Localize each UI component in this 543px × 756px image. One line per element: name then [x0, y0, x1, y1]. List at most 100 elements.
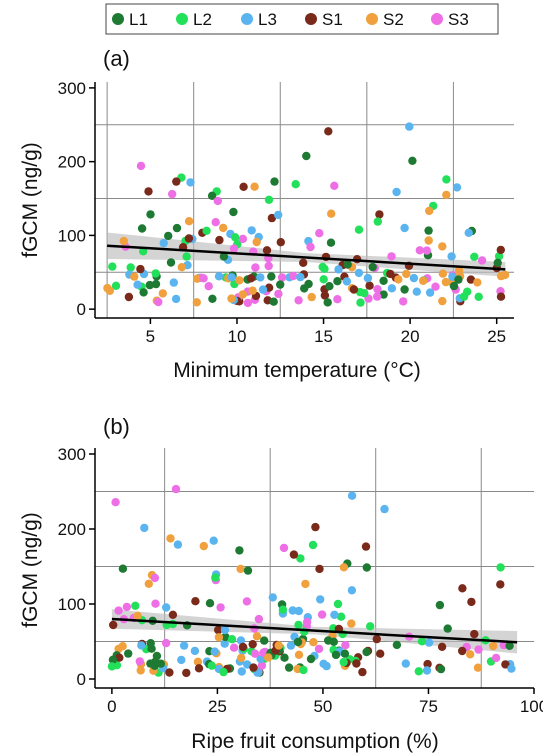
- data-point-s2: [248, 286, 257, 295]
- data-point-l1: [146, 210, 155, 219]
- data-point-s2: [219, 223, 228, 233]
- data-point-s1: [458, 584, 467, 593]
- data-point-s2: [250, 182, 259, 191]
- data-point-l2: [360, 289, 369, 298]
- data-point-l1: [219, 252, 229, 261]
- data-point-l1: [323, 298, 332, 307]
- data-point-l3: [286, 641, 296, 650]
- data-point-s2: [425, 206, 434, 216]
- data-point-l1: [306, 654, 316, 664]
- data-point-s1: [376, 649, 385, 658]
- panel-a: (a) 0 100 200 300 5 10 15 20 25 Minimum temperat…: [19, 46, 514, 382]
- data-point-l2: [459, 292, 469, 301]
- data-point-l1: [221, 632, 230, 642]
- data-point-s2: [402, 269, 411, 279]
- data-point-l3: [409, 273, 419, 283]
- data-point-l2: [414, 667, 423, 676]
- data-point-s2: [166, 534, 175, 543]
- data-point-l3: [173, 540, 183, 549]
- data-point-s2: [236, 564, 245, 574]
- data-point-s2: [133, 611, 142, 620]
- legend-swatch-l3: [241, 13, 253, 25]
- data-point-l1: [269, 297, 278, 306]
- data-point-l2: [151, 269, 160, 278]
- data-point-s2: [454, 266, 464, 275]
- data-point-l3: [380, 504, 389, 514]
- data-point-s2: [500, 270, 510, 280]
- data-point-l3: [294, 606, 303, 616]
- data-point-s1: [172, 177, 181, 186]
- y-tick-label: 0: [77, 300, 86, 319]
- legend: L1 L2 L3 S1 S2 S3: [105, 3, 499, 35]
- data-point-l2: [336, 612, 346, 621]
- y-tick-label: 300: [58, 445, 86, 464]
- data-point-l1: [260, 636, 269, 645]
- data-point-l3: [220, 625, 230, 635]
- data-point-l3: [400, 223, 409, 233]
- data-point-l2: [496, 563, 505, 572]
- data-point-l1: [139, 288, 148, 297]
- data-point-s3: [415, 246, 424, 255]
- panel-b: (b) 0 100 200 300 0 25 50 75 100 Ripe fruit cons…: [19, 414, 543, 753]
- data-point-s3: [254, 614, 264, 624]
- data-point-l1: [267, 272, 276, 281]
- legend-swatch-s3: [431, 13, 443, 25]
- data-point-s3: [242, 597, 252, 606]
- data-point-l3: [296, 272, 305, 282]
- data-point-s1: [386, 269, 395, 279]
- data-point-s1: [501, 660, 510, 669]
- data-point-s3: [257, 661, 267, 670]
- data-point-l1: [284, 663, 294, 672]
- data-point-s3: [122, 602, 132, 612]
- data-point-l2: [207, 661, 216, 670]
- data-point-l1: [392, 640, 402, 650]
- data-point-l1: [379, 276, 388, 285]
- data-point-s1: [470, 629, 479, 639]
- data-point-l3: [464, 228, 473, 237]
- data-point-s1: [136, 264, 145, 274]
- data-point-l3: [363, 273, 373, 283]
- data-point-s2: [136, 666, 145, 675]
- data-point-s3: [204, 282, 213, 291]
- data-point-s2: [473, 278, 482, 287]
- data-point-l2: [417, 637, 427, 646]
- panel-b-xlabel: Ripe fruit consumption (%): [191, 730, 438, 753]
- data-point-s2: [301, 579, 310, 589]
- data-point-l2: [111, 281, 121, 290]
- data-point-s1: [262, 246, 272, 255]
- data-point-s1: [115, 653, 124, 662]
- panel-b-ylabel: fGCM (ng/g): [19, 512, 42, 628]
- data-point-l1: [454, 275, 463, 284]
- data-point-s3: [243, 298, 253, 308]
- data-point-l1: [146, 639, 155, 648]
- data-point-l1: [208, 294, 217, 303]
- data-point-s1: [182, 668, 191, 678]
- data-point-s3: [136, 161, 146, 171]
- data-point-s1: [144, 187, 153, 196]
- data-point-l3: [342, 277, 352, 286]
- legend-label-s3: S3: [448, 10, 469, 29]
- data-point-l3: [237, 667, 246, 676]
- data-point-s2: [394, 275, 403, 284]
- data-point-l1: [145, 280, 154, 290]
- data-point-l1: [152, 651, 162, 661]
- data-point-s3: [474, 645, 483, 654]
- x-tick-label: 75: [419, 697, 438, 716]
- data-point-s3: [477, 256, 487, 265]
- panel-b-label: (b): [103, 414, 130, 439]
- panel-a-ylabel: fGCM (ng/g): [19, 142, 42, 258]
- data-point-l1: [505, 641, 514, 650]
- data-point-l2: [294, 620, 303, 630]
- data-point-l3: [507, 664, 516, 673]
- data-point-s3: [333, 295, 342, 304]
- data-point-s3: [422, 246, 431, 255]
- data-point-s2: [489, 641, 498, 651]
- data-point-l2: [108, 262, 117, 271]
- data-point-l1: [137, 224, 147, 233]
- data-point-s3: [216, 603, 225, 612]
- data-point-l3: [210, 647, 219, 656]
- data-point-l2: [318, 262, 327, 272]
- data-point-s3: [264, 261, 273, 271]
- data-point-l1: [331, 650, 341, 660]
- data-point-l2: [182, 252, 191, 261]
